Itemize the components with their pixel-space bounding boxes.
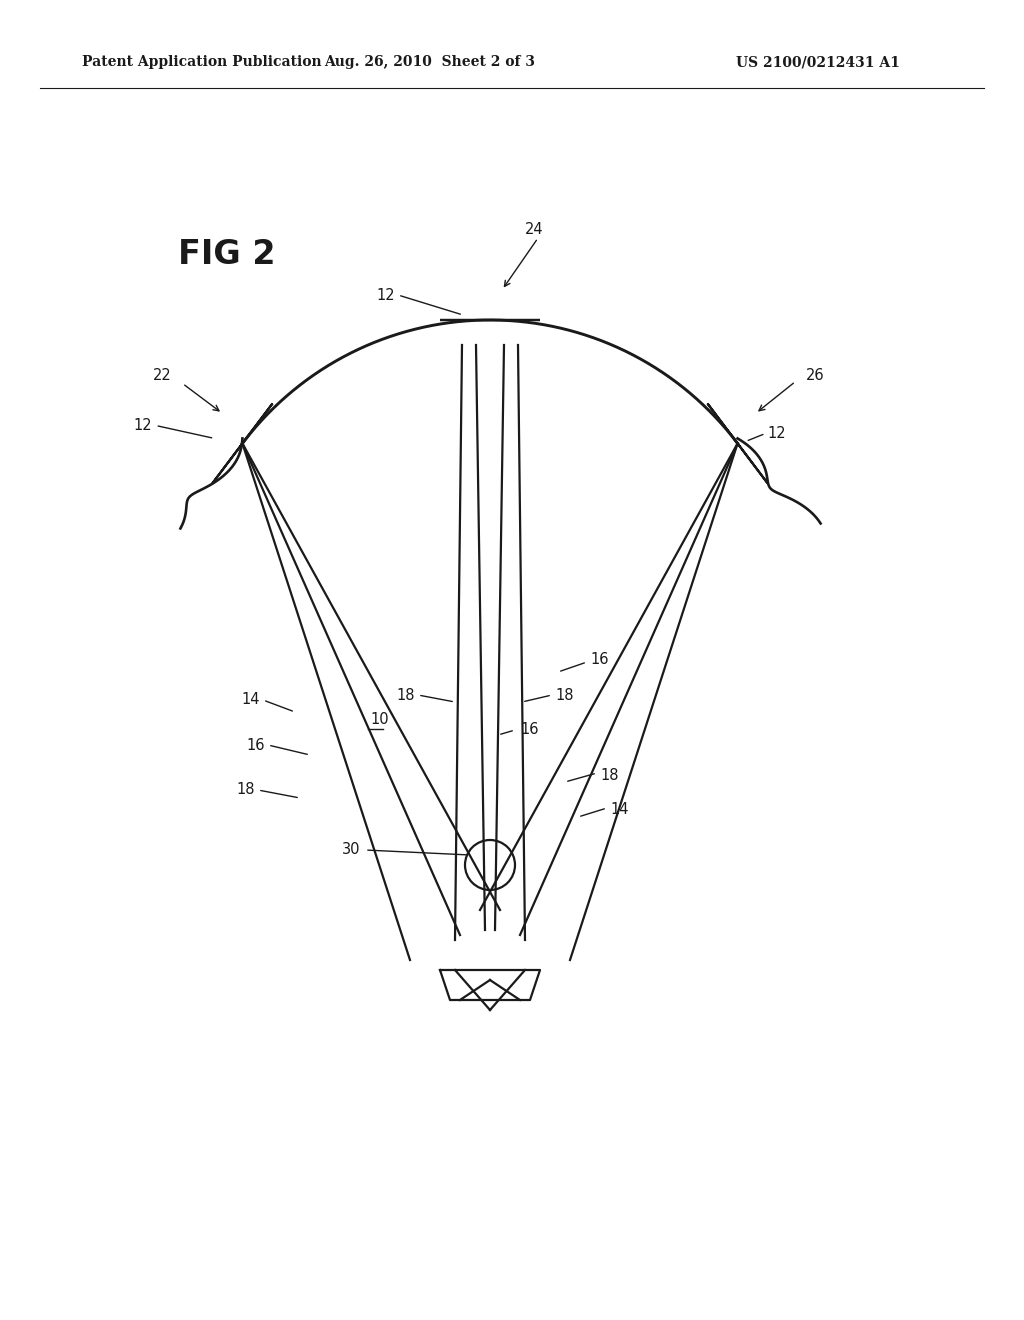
Text: 14: 14 [242,693,260,708]
Text: FIG 2: FIG 2 [178,239,275,272]
Text: Patent Application Publication: Patent Application Publication [82,55,322,69]
Text: 18: 18 [237,783,255,797]
Text: US 2100/0212431 A1: US 2100/0212431 A1 [736,55,900,69]
Text: 16: 16 [520,722,539,738]
Text: 24: 24 [525,223,544,238]
Text: 14: 14 [610,803,629,817]
Text: 18: 18 [600,767,618,783]
Text: 18: 18 [396,688,415,702]
Text: 10: 10 [370,713,389,727]
Text: 30: 30 [341,842,360,858]
Text: 26: 26 [806,368,824,383]
Polygon shape [708,404,768,483]
Text: 16: 16 [247,738,265,752]
Polygon shape [212,404,272,483]
Text: 12: 12 [377,288,395,302]
Text: 16: 16 [590,652,608,668]
Text: Aug. 26, 2010  Sheet 2 of 3: Aug. 26, 2010 Sheet 2 of 3 [325,55,536,69]
Text: 22: 22 [153,368,172,383]
Text: 12: 12 [768,426,786,441]
Text: 18: 18 [555,688,573,702]
Text: 12: 12 [134,418,153,433]
